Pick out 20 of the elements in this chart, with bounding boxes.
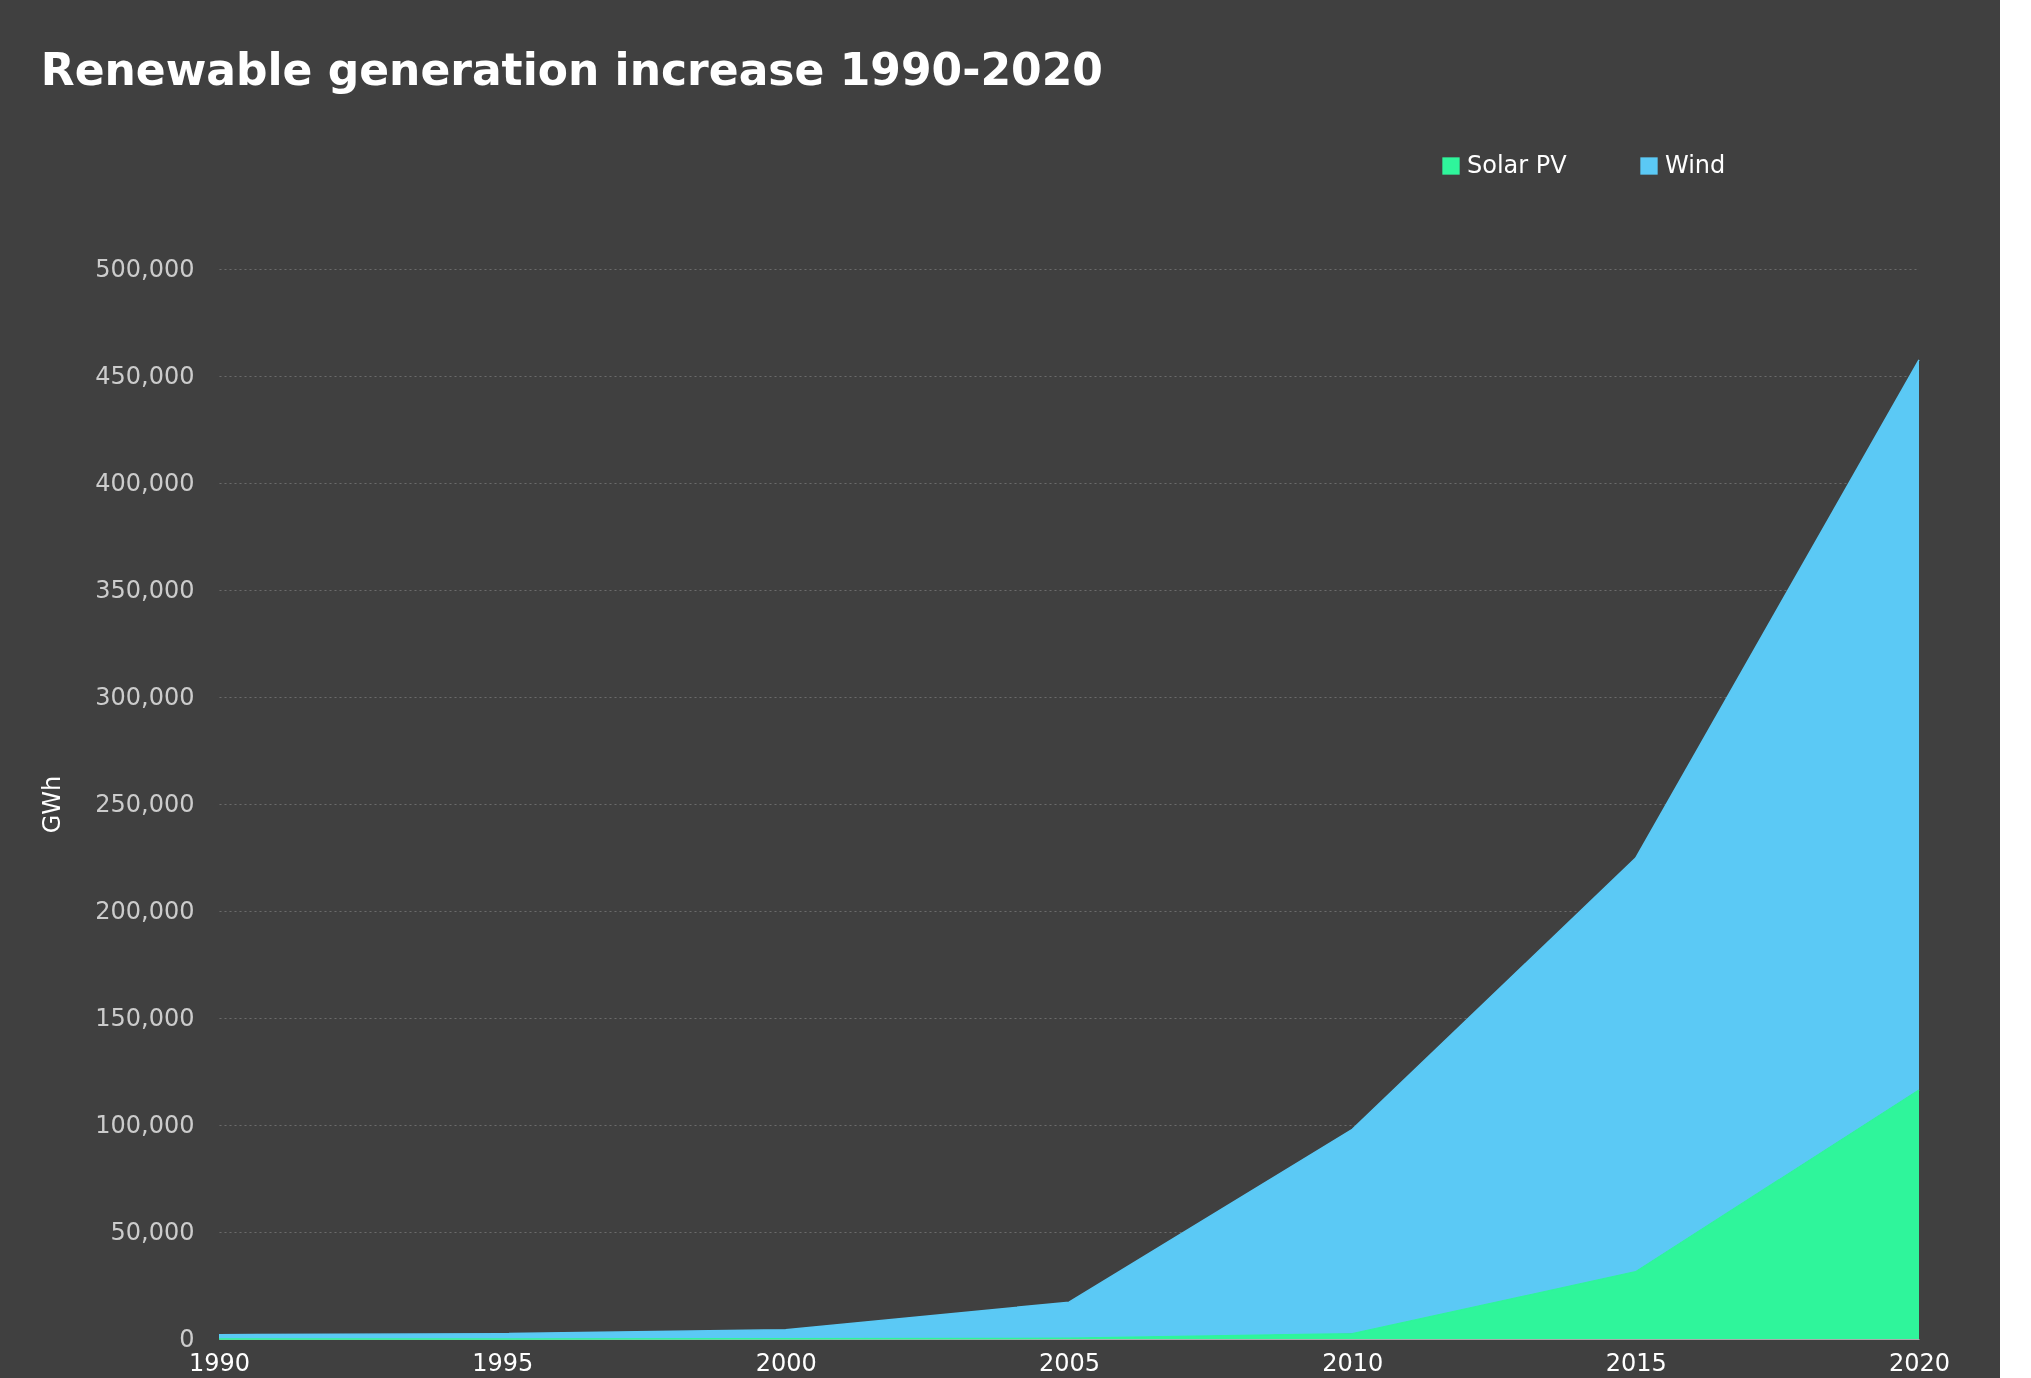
y-tick-label: 200,000 [95,896,195,925]
x-tick-label: 2005 [1038,1348,1101,1377]
y-tick-label: 50,000 [110,1217,195,1246]
y-tick-label: 100,000 [95,1110,195,1139]
y-axis-title: GWh [38,775,67,834]
x-tick-label: 2000 [755,1348,817,1377]
y-tick-label: 500,000 [95,254,195,283]
chart-title: Renewable generation increase 1990-2020 [40,44,1103,95]
y-tick-label: 250,000 [95,789,195,818]
y-tick-label: 450,000 [95,361,195,390]
legend-label: Solar PV [1467,151,1568,179]
x-tick-label: 2015 [1605,1348,1667,1377]
y-tick-label: 350,000 [95,575,195,604]
x-tick-label: 2010 [1322,1348,1384,1377]
legend-label: Wind [1665,151,1726,179]
x-tick-label: 2020 [1888,1348,1951,1377]
y-tick-label: 150,000 [95,1003,195,1032]
y-tick-label: 300,000 [95,682,195,711]
y-tick-label: 400,000 [95,468,195,497]
x-tick-label: 1995 [472,1348,534,1377]
